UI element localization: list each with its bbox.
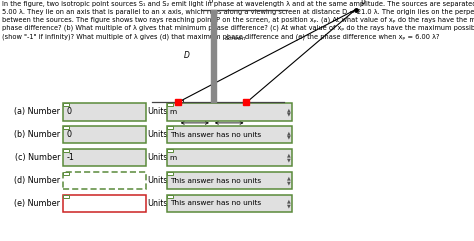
Text: 0: 0 <box>209 0 213 4</box>
Text: In the figure, two isotropic point sources S₁ and S₂ emit light in phase at wave: In the figure, two isotropic point sourc… <box>2 1 474 40</box>
Bar <box>63 195 69 198</box>
Text: (c) Number: (c) Number <box>15 153 60 162</box>
Bar <box>167 103 292 120</box>
Bar <box>167 149 292 166</box>
Text: (a) Number: (a) Number <box>14 107 60 116</box>
Text: (d) Number: (d) Number <box>14 176 60 185</box>
Bar <box>63 149 69 152</box>
Text: m: m <box>170 155 177 161</box>
Bar <box>63 103 69 106</box>
Text: Units: Units <box>147 199 168 208</box>
Text: 0: 0 <box>66 107 72 116</box>
Text: -1: -1 <box>66 153 74 162</box>
Text: ▲
▼: ▲ ▼ <box>287 199 291 208</box>
Bar <box>63 149 146 166</box>
Text: ▲
▼: ▲ ▼ <box>287 107 291 117</box>
Bar <box>167 126 292 143</box>
Text: $S_2$: $S_2$ <box>251 104 260 114</box>
Bar <box>63 195 146 212</box>
Bar <box>167 126 173 129</box>
Bar <box>63 126 69 129</box>
Text: Screen: Screen <box>225 36 247 41</box>
Bar <box>167 172 292 189</box>
Bar <box>63 126 146 143</box>
Bar <box>167 195 292 212</box>
Text: This answer has no units: This answer has no units <box>170 178 261 183</box>
Bar <box>63 172 146 189</box>
Text: m: m <box>170 109 177 115</box>
Bar <box>63 103 146 120</box>
Text: (b) Number: (b) Number <box>14 130 60 139</box>
Text: This answer has no units: This answer has no units <box>170 201 261 206</box>
Text: ▲
▼: ▲ ▼ <box>287 130 291 140</box>
Text: Units: Units <box>147 107 168 116</box>
Bar <box>167 103 173 106</box>
Text: P: P <box>360 0 365 8</box>
Bar <box>167 195 173 198</box>
Text: This answer has no units: This answer has no units <box>170 132 261 138</box>
Text: D: D <box>184 51 190 60</box>
Bar <box>167 172 173 175</box>
Text: ▲
▼: ▲ ▼ <box>287 176 291 185</box>
Text: Units: Units <box>147 176 168 185</box>
Text: $S_1$: $S_1$ <box>166 104 175 114</box>
Text: 0: 0 <box>66 130 72 139</box>
Bar <box>167 149 173 152</box>
Text: d: d <box>193 130 197 135</box>
Text: Units: Units <box>147 130 168 139</box>
Text: Units: Units <box>147 153 168 162</box>
Text: ▲
▼: ▲ ▼ <box>287 153 291 162</box>
Bar <box>63 172 69 175</box>
Text: d: d <box>227 130 231 135</box>
Text: (e) Number: (e) Number <box>14 199 60 208</box>
